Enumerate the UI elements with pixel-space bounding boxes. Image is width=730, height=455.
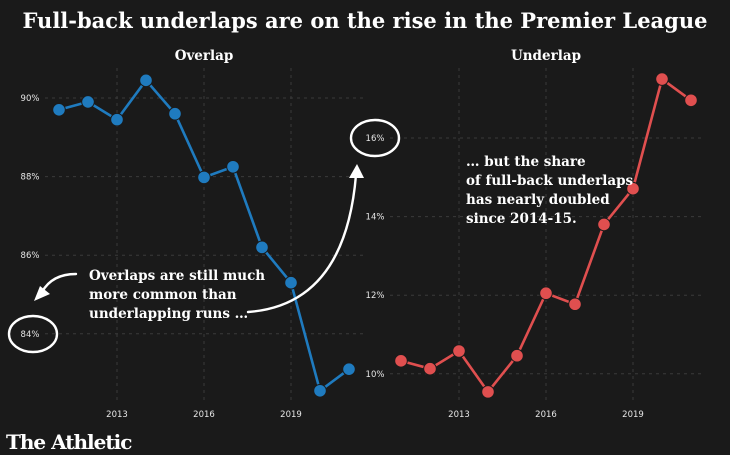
underlap-note-line-2: of full-back underlaps bbox=[466, 173, 634, 189]
overlap-xtick-label: 2016 bbox=[193, 410, 215, 420]
underlap-point-2021 bbox=[684, 93, 698, 108]
curved-arrow-up bbox=[246, 173, 358, 314]
underlap-note-line-3: has nearly doubled bbox=[466, 192, 610, 208]
chalk-annotations bbox=[7, 118, 401, 354]
underlap-ytick-label: 16% bbox=[366, 134, 385, 144]
chart-title: Full-back underlaps are on the rise in t… bbox=[23, 8, 708, 33]
underlap-ticks: 10% 12% 14% 16% 2013 2016 2019 bbox=[366, 134, 644, 420]
underlap-ytick-label: 12% bbox=[366, 291, 385, 301]
the-athletic-logo: The Athletic bbox=[6, 430, 132, 454]
overlap-point-2016 bbox=[197, 170, 211, 185]
underlap-xtick-label: 2016 bbox=[535, 410, 557, 420]
overlap-point-2021 bbox=[342, 362, 356, 376]
overlap-point-2011 bbox=[52, 102, 66, 117]
arrowhead-up-icon bbox=[349, 164, 364, 178]
overlap-point-2017 bbox=[226, 159, 240, 174]
overlap-annotation: Overlaps are still much more common than… bbox=[89, 268, 265, 322]
overlap-xtick-label: 2019 bbox=[280, 410, 302, 420]
overlap-point-2012 bbox=[81, 95, 95, 109]
underlap-ytick-label: 14% bbox=[366, 213, 385, 223]
highlight-circle-16 bbox=[349, 118, 401, 158]
arrowhead-left-icon bbox=[34, 286, 50, 301]
underlap-subtitle: Underlap bbox=[511, 48, 581, 64]
underlap-point-2020 bbox=[655, 72, 669, 86]
underlap-point-2016 bbox=[539, 286, 553, 301]
overlap-subtitle: Overlap bbox=[175, 48, 234, 64]
curved-arrow-left bbox=[40, 272, 78, 294]
underlap-grid bbox=[390, 68, 705, 400]
underlap-xtick-label: 2013 bbox=[448, 410, 470, 420]
overlap-ytick-label: 90% bbox=[21, 94, 40, 104]
overlap-point-2013 bbox=[110, 112, 124, 127]
overlap-grid bbox=[45, 68, 365, 400]
overlap-point-2018 bbox=[255, 240, 269, 255]
underlap-point-2011 bbox=[394, 354, 408, 368]
overlap-point-2020 bbox=[313, 383, 327, 398]
overlap-ytick-label: 86% bbox=[21, 251, 40, 261]
overlap-ytick-label: 84% bbox=[21, 330, 40, 340]
highlight-circle-84 bbox=[7, 314, 59, 354]
overlap-point-2015 bbox=[168, 106, 182, 121]
underlap-note-line-1: … but the share bbox=[466, 154, 586, 170]
overlap-note-line-1: Overlaps are still much bbox=[89, 268, 265, 284]
underlap-point-2012 bbox=[423, 361, 437, 376]
overlap-note-line-2: more common than bbox=[89, 287, 237, 303]
underlap-series bbox=[394, 72, 698, 399]
overlap-series bbox=[52, 73, 356, 398]
overlap-xtick-label: 2013 bbox=[106, 410, 128, 420]
overlap-point-2014 bbox=[139, 73, 153, 88]
overlap-ytick-label: 88% bbox=[21, 173, 40, 183]
underlap-annotation: … but the share of full-back underlaps h… bbox=[466, 154, 634, 227]
overlap-ticks: 84% 86% 88% 90% 2013 2016 2019 bbox=[21, 94, 302, 420]
underlap-panel: Underlap 10% 12% 14% 16% 2013 2016 2019 bbox=[366, 48, 705, 420]
underlap-point-2013 bbox=[452, 344, 466, 358]
overlap-panel: Overlap 84% 86% 88% 90% 2013 2016 2019 bbox=[21, 48, 365, 420]
underlap-note-line-4: since 2014-15. bbox=[466, 211, 577, 227]
underlap-ytick-label: 10% bbox=[366, 370, 385, 380]
underlap-point-2019 bbox=[626, 181, 640, 196]
underlap-point-2014 bbox=[481, 385, 495, 399]
underlap-point-2015 bbox=[510, 348, 524, 363]
overlap-point-2019 bbox=[284, 275, 298, 290]
underlap-point-2017 bbox=[568, 297, 582, 312]
underlap-xtick-label: 2019 bbox=[622, 410, 644, 420]
underlap-point-2018 bbox=[597, 217, 611, 232]
overlap-note-line-3: underlapping runs … bbox=[89, 306, 248, 322]
